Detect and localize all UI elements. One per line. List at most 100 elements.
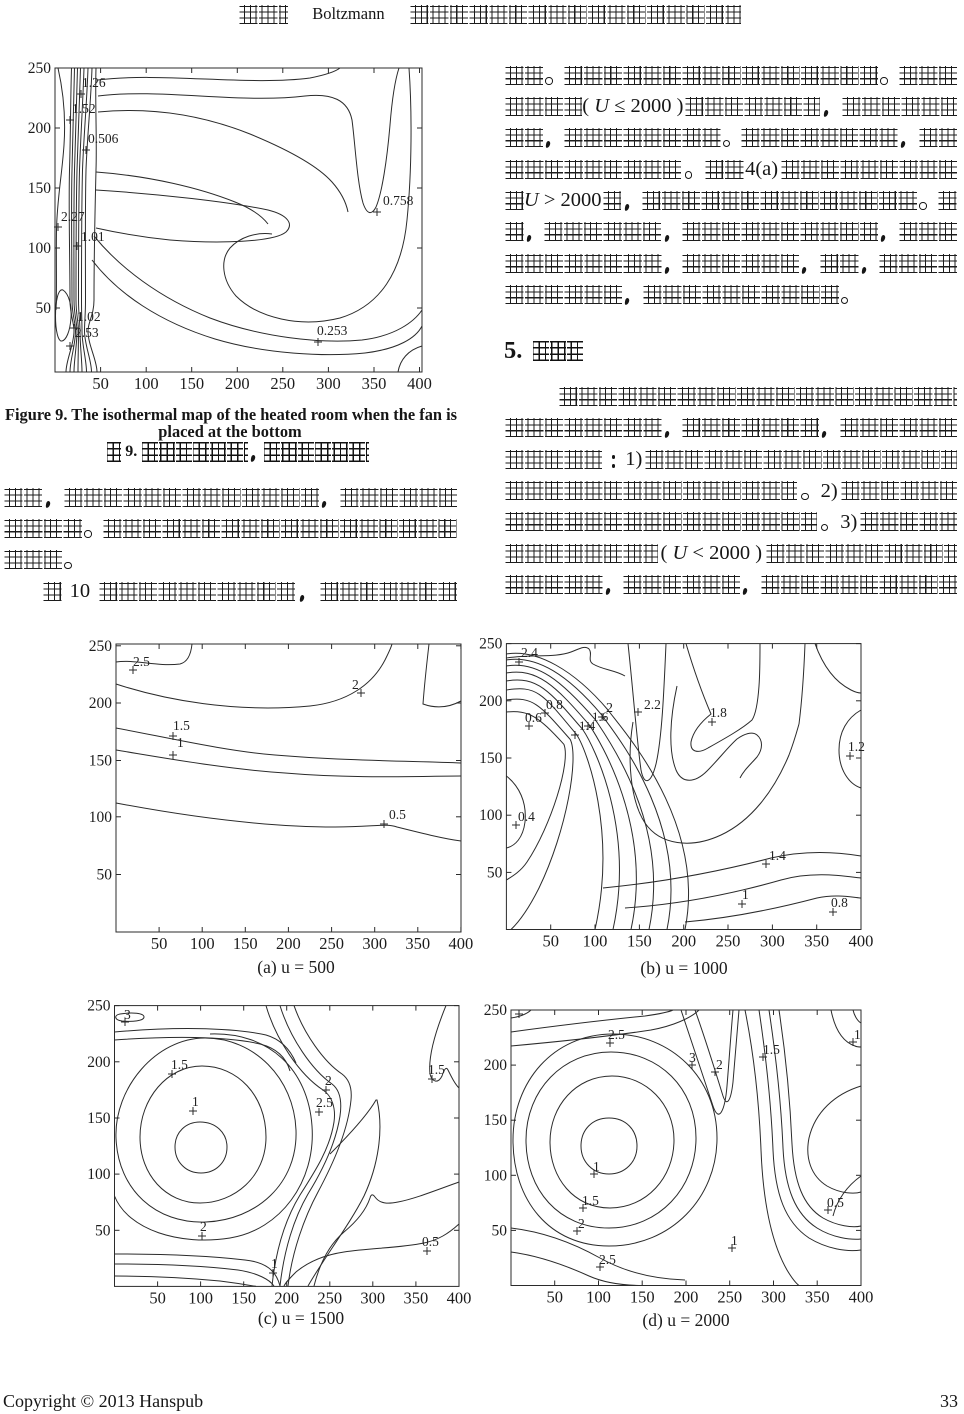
svg-text:2.27: 2.27: [61, 209, 85, 224]
svg-text:50: 50: [542, 932, 559, 951]
svg-text:150: 150: [479, 750, 503, 767]
svg-text:(b) u = 1000: (b) u = 1000: [640, 958, 727, 978]
svg-text:50: 50: [487, 864, 503, 881]
svg-text:300: 300: [316, 374, 341, 393]
svg-text:250: 250: [28, 60, 52, 77]
svg-text:150: 150: [87, 1110, 111, 1127]
svg-text:200: 200: [87, 1054, 111, 1071]
svg-text:100: 100: [87, 1166, 111, 1183]
svg-text:300: 300: [760, 932, 785, 951]
svg-text:100: 100: [89, 809, 113, 826]
svg-text:250: 250: [319, 934, 344, 953]
svg-text:200: 200: [671, 932, 696, 951]
svg-text:200: 200: [276, 934, 301, 953]
svg-text:100: 100: [583, 932, 608, 951]
svg-text:2.5: 2.5: [608, 1027, 625, 1042]
svg-text:2: 2: [325, 1073, 332, 1088]
svg-text:2.5: 2.5: [133, 654, 150, 669]
svg-text:50: 50: [95, 1222, 111, 1239]
svg-text:2: 2: [606, 701, 613, 716]
svg-text:1: 1: [271, 1256, 278, 1271]
svg-text:1: 1: [731, 1233, 738, 1248]
svg-text:2.5: 2.5: [599, 1252, 616, 1267]
svg-text:3: 3: [689, 1050, 696, 1065]
svg-text:50: 50: [546, 1288, 563, 1307]
svg-text:250: 250: [89, 638, 113, 655]
svg-text:100: 100: [28, 240, 52, 257]
svg-text:1.02: 1.02: [77, 309, 101, 324]
svg-text:400: 400: [849, 932, 874, 951]
svg-text:0.253: 0.253: [317, 323, 348, 338]
svg-text:300: 300: [362, 934, 387, 953]
svg-text:200: 200: [674, 1288, 699, 1307]
svg-text:150: 150: [627, 932, 652, 951]
svg-text:3: 3: [124, 1007, 131, 1022]
svg-text:0.8: 0.8: [831, 895, 848, 910]
svg-text:2.53: 2.53: [75, 325, 99, 340]
svg-text:1: 1: [593, 1159, 600, 1174]
svg-text:250: 250: [717, 1288, 742, 1307]
svg-text:1.4: 1.4: [769, 848, 786, 863]
svg-text:50: 50: [151, 934, 168, 953]
svg-text:1.5: 1.5: [428, 1062, 445, 1077]
svg-text:350: 350: [362, 374, 387, 393]
svg-text:2.2: 2.2: [644, 697, 661, 712]
svg-text:100: 100: [479, 807, 503, 824]
svg-text:2: 2: [200, 1219, 207, 1234]
svg-text:(c) u = 1500: (c) u = 1500: [258, 1308, 344, 1328]
svg-text:300: 300: [360, 1288, 385, 1307]
svg-text:50: 50: [492, 1222, 508, 1239]
svg-text:150: 150: [484, 1112, 508, 1129]
svg-text:250: 250: [270, 374, 295, 393]
svg-text:1.8: 1.8: [710, 705, 727, 720]
svg-text:250: 250: [479, 636, 503, 653]
svg-text:50: 50: [36, 300, 52, 317]
svg-text:400: 400: [449, 934, 474, 953]
svg-text:1.01: 1.01: [81, 229, 105, 244]
svg-text:150: 150: [89, 753, 113, 770]
svg-text:2: 2: [716, 1057, 723, 1072]
svg-text:400: 400: [849, 1288, 874, 1307]
svg-text:2.4: 2.4: [521, 645, 538, 660]
svg-text:1.5: 1.5: [171, 1057, 188, 1072]
svg-text:100: 100: [190, 934, 215, 953]
svg-text:0.506: 0.506: [88, 131, 119, 146]
svg-text:150: 150: [630, 1288, 655, 1307]
svg-text:100: 100: [188, 1288, 213, 1307]
svg-text:0.6: 0.6: [525, 710, 542, 725]
svg-text:50: 50: [149, 1288, 166, 1307]
svg-text:1: 1: [177, 735, 184, 750]
svg-text:2.5: 2.5: [316, 1095, 333, 1110]
svg-text:350: 350: [804, 932, 829, 951]
svg-text:1.52: 1.52: [72, 101, 96, 116]
svg-text:50: 50: [92, 374, 109, 393]
svg-text:1.26: 1.26: [82, 75, 106, 90]
svg-text:250: 250: [87, 998, 111, 1015]
svg-text:1: 1: [854, 1027, 861, 1042]
svg-text:0.8: 0.8: [546, 697, 563, 712]
svg-text:200: 200: [28, 120, 52, 137]
svg-text:50: 50: [97, 867, 113, 884]
svg-text:1.5: 1.5: [173, 718, 190, 733]
svg-text:1.5: 1.5: [763, 1042, 780, 1057]
svg-text:350: 350: [404, 1288, 429, 1307]
svg-text:400: 400: [407, 374, 432, 393]
svg-text:2: 2: [352, 677, 359, 692]
svg-text:200: 200: [274, 1288, 299, 1307]
svg-text:0.5: 0.5: [389, 807, 406, 822]
svg-text:100: 100: [134, 374, 159, 393]
svg-text:1.2: 1.2: [848, 739, 865, 754]
svg-text:1: 1: [742, 887, 749, 902]
svg-text:0.4: 0.4: [518, 809, 535, 824]
svg-text:400: 400: [447, 1288, 472, 1307]
svg-text:(d) u = 2000: (d) u = 2000: [642, 1310, 729, 1330]
svg-text:150: 150: [28, 180, 52, 197]
svg-text:250: 250: [716, 932, 741, 951]
svg-text:0.5: 0.5: [827, 1195, 844, 1210]
svg-text:(a) u = 500: (a) u = 500: [257, 957, 335, 977]
svg-text:350: 350: [405, 934, 430, 953]
svg-text:150: 150: [233, 934, 258, 953]
svg-text:100: 100: [586, 1288, 611, 1307]
svg-text:1.5: 1.5: [582, 1193, 599, 1208]
svg-text:0.758: 0.758: [383, 193, 414, 208]
